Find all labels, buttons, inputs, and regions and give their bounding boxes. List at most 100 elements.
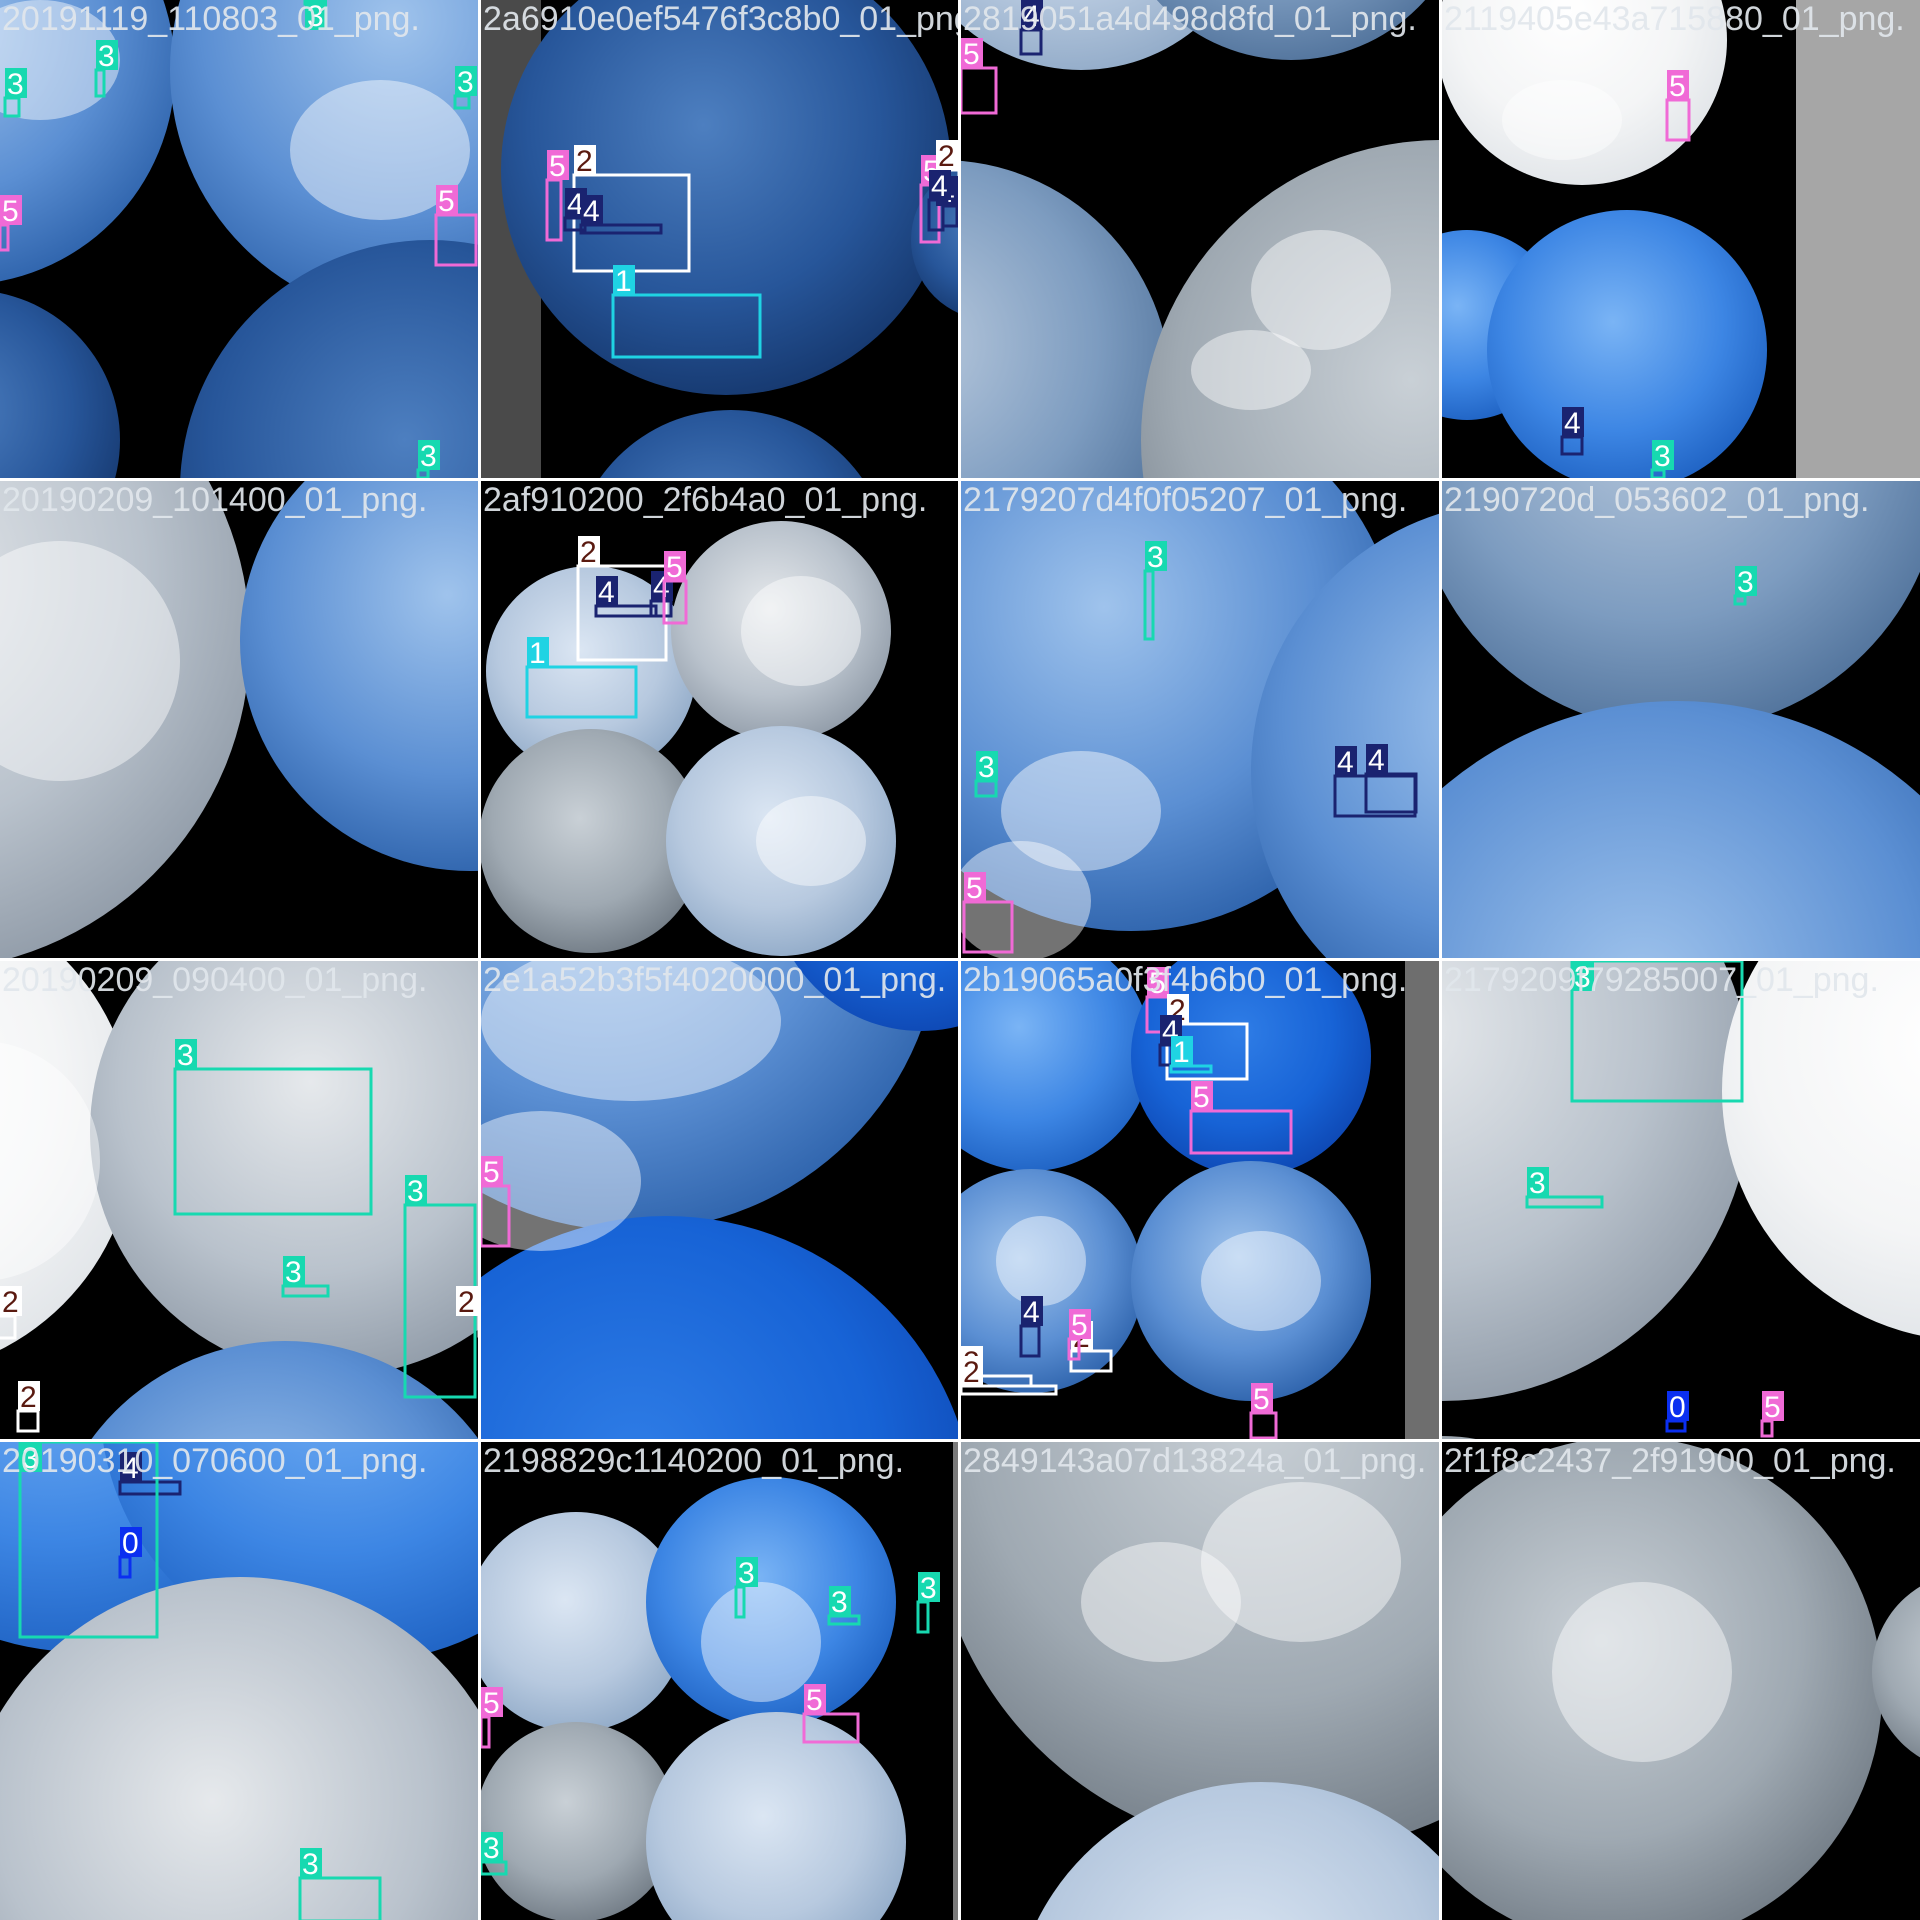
cloud-patch xyxy=(481,1111,641,1251)
bounding-box-class-3: 3 xyxy=(281,1256,330,1298)
fisheye-sky-disc xyxy=(1156,0,1426,60)
fisheye-sky-disc xyxy=(961,1169,1143,1393)
box-class-label: 5 xyxy=(1149,967,1166,1000)
box-class-label: 5 xyxy=(966,872,983,905)
sky-image-9: 3 3 3 2 2 2 xyxy=(0,961,478,1439)
image-caption: 2f1f8c2437_2f91900_01_png. xyxy=(1444,1442,1896,1480)
cloud-patch xyxy=(1552,1582,1732,1762)
image-tile-13: 4 0 3 3 20190310_070600_01_png. xyxy=(0,1442,478,1920)
image-caption: 2198829c1140200_01_png. xyxy=(483,1442,905,1480)
box-class-label: 4 xyxy=(1337,746,1354,779)
box-class-label: 5 xyxy=(1253,1383,1270,1416)
fisheye-sky-disc xyxy=(1487,210,1767,478)
fisheye-sky-disc xyxy=(90,961,478,1376)
bounding-box-class-5: 5 xyxy=(962,872,1014,954)
box-class-label: 5 xyxy=(806,1684,823,1717)
fisheye-sky-disc xyxy=(240,481,478,871)
sky-image-1: 3 3 3 3 5 5 3 xyxy=(0,0,478,478)
fisheye-sky-disc xyxy=(0,293,120,478)
image-tile-8: 3 2190720d_053602_01_png. xyxy=(1442,481,1920,958)
image-tile-9: 3 3 3 2 2 2 20190209_090400_01_png. xyxy=(0,961,478,1439)
fisheye-sky-disc xyxy=(1037,1782,1439,1920)
box-class-label: 5 xyxy=(483,1156,500,1189)
image-tile-4: 5 4 3 2119405e43a715880_01_png. xyxy=(1442,0,1920,478)
bounding-box-class-2: 2 xyxy=(576,536,668,662)
cloud-patch xyxy=(290,80,470,220)
box-class-label: 5 xyxy=(963,38,980,71)
fisheye-sky-disc xyxy=(1872,1586,1920,1758)
box-class-label: 3 xyxy=(738,1557,755,1590)
box-class-label: 3 xyxy=(1529,1167,1546,1200)
bounding-box-class-1: 1 xyxy=(1169,1036,1213,1074)
bounding-box-class-1: 1 xyxy=(525,637,638,719)
fisheye-sky-disc xyxy=(961,160,1171,478)
bounding-box-class-3: 3 xyxy=(298,1848,382,1920)
bounding-box-class-0: 0 xyxy=(118,1527,142,1579)
box-class-label: 3 xyxy=(177,1039,194,1072)
box-class-label: 3 xyxy=(307,0,324,33)
bounding-box-class-5: 5 xyxy=(1189,1081,1293,1155)
bounding-box-class-3: 3 xyxy=(1650,440,1674,478)
cloud-patch xyxy=(0,0,120,120)
cloud-patch xyxy=(0,1042,100,1280)
box-class-label: 2 xyxy=(576,145,593,178)
bounding-box-class-4: 4 xyxy=(1019,0,1043,56)
fisheye-sky-disc xyxy=(1251,513,1439,958)
fisheye-sky-disc xyxy=(1442,481,1920,731)
sky-image-15 xyxy=(961,1442,1439,1920)
fisheye-sky-disc xyxy=(961,1442,1439,1852)
box-class-label: 4 xyxy=(1023,0,1040,33)
bounding-box-class-3: 3 xyxy=(1525,1167,1604,1209)
image-caption: 2179207d4f0f05207_01_png. xyxy=(963,481,1408,519)
bounding-box-class-2: 2 xyxy=(456,1286,478,1338)
bounding-box-class-1: 1 xyxy=(611,265,762,359)
bounding-box-class-3: 3 xyxy=(481,1832,508,1876)
bounding-box-class-5: 5 xyxy=(434,185,478,267)
image-caption: 2819051a4d498d8fd_01_png. xyxy=(963,0,1417,38)
bounding-box-class-5: 5 xyxy=(1760,1391,1784,1438)
fisheye-sky-disc xyxy=(481,961,939,1231)
box-class-label: 2 xyxy=(20,1381,37,1414)
image-caption: 2e1a52b3f5f4020000_01_png. xyxy=(483,961,947,999)
image-caption: 20190209_090400_01_png. xyxy=(2,961,428,999)
box-class-label: 3 xyxy=(1574,961,1591,994)
fisheye-sky-disc xyxy=(481,729,703,953)
box-class-label: 0 xyxy=(1669,1391,1686,1424)
box-class-label: 5 xyxy=(1764,1391,1781,1424)
box-class-label: 4 xyxy=(931,170,948,203)
image-tile-16: 2f1f8c2437_2f91900_01_png. xyxy=(1442,1442,1920,1920)
box-class-label: 2 xyxy=(963,1356,980,1389)
box-class-label: 5 xyxy=(549,150,566,183)
image-caption: 20190209_101400_01_png. xyxy=(2,481,428,519)
bounding-box-class-3: 3 xyxy=(173,1039,373,1216)
bounding-box-class-2: 2 xyxy=(0,1286,22,1340)
box-class-label: 4 xyxy=(122,1452,139,1485)
sky-image-3: 54 xyxy=(961,0,1439,478)
box-class-label: 4 xyxy=(598,576,615,609)
cloud-patch xyxy=(961,841,1091,958)
bounding-box-class-5: 5 xyxy=(1067,1309,1091,1361)
cloud-patch xyxy=(1251,230,1391,350)
box-class-label: 2 xyxy=(458,1286,475,1319)
box-class-label: 2 xyxy=(580,536,597,569)
fisheye-sky-disc xyxy=(666,726,896,956)
box-class-label: 3 xyxy=(483,1832,500,1865)
fisheye-sky-disc xyxy=(646,1477,896,1727)
box-class-label: 4 xyxy=(1023,1296,1040,1329)
image-caption: 2179209f79285007_01_png. xyxy=(1444,961,1879,999)
bounding-box-class-5: 5 xyxy=(545,150,569,242)
bounding-box-class-3: 3 xyxy=(974,751,998,798)
fisheye-sky-disc xyxy=(961,961,1151,1171)
bounding-box-class-4: 4 xyxy=(927,170,951,232)
image-caption: 2af910200_2f6b4a0_01_png. xyxy=(483,481,928,519)
sky-image-5 xyxy=(0,481,478,958)
sky-image-4: 5 4 3 xyxy=(1442,0,1920,478)
box-class-label: 3 xyxy=(302,1848,319,1881)
box-class-label: 3 xyxy=(285,1256,302,1289)
bounding-box-class-5: 5 xyxy=(1665,70,1691,142)
image-tile-1: 3 3 3 3 5 5 3 20191119_110803_01_png. xyxy=(0,0,478,478)
fisheye-sky-disc xyxy=(1442,0,1727,185)
